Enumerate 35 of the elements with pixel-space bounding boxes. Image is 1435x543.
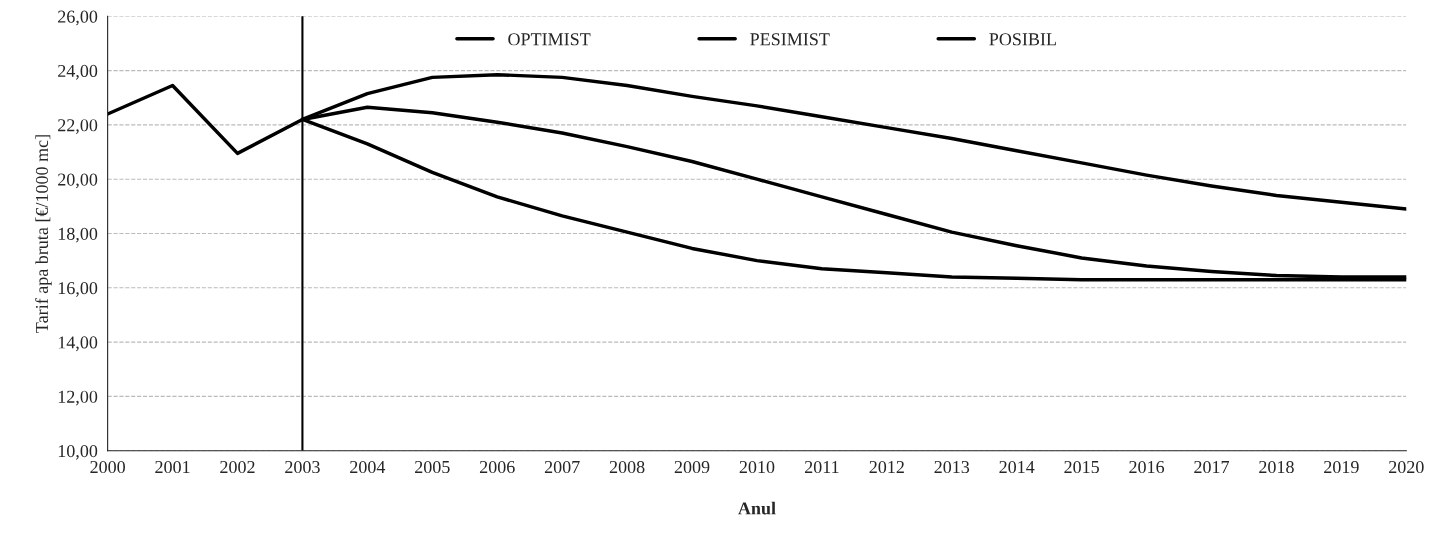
x-tick-label: 2019 (1324, 460, 1359, 474)
legend-label: POSIBIL (989, 33, 1056, 46)
y-tick-label: 18,00 (58, 227, 98, 243)
y-tick-label: 22,00 (58, 119, 98, 134)
y-tick-label: 14,00 (58, 336, 98, 352)
x-tick-label: 2016 (1129, 460, 1165, 474)
x-tick-label: 2003 (285, 460, 320, 474)
x-tick-label: 2015 (1064, 460, 1099, 474)
x-tick-label: 2008 (609, 460, 645, 474)
x-tick-label: 2002 (220, 460, 255, 474)
x-tick-label: 2010 (739, 460, 775, 474)
legend-label: PESIMIST (750, 33, 830, 46)
x-tick-label: 2017 (1194, 460, 1230, 474)
y-tick-label: 24,00 (58, 64, 98, 80)
y-axis-title: Tarif apa bruta [€/1000 mc] (35, 135, 52, 333)
x-tick-label: 2000 (90, 460, 125, 474)
x-tick-label: 2005 (415, 460, 450, 474)
x-axis-title: Anul (738, 501, 776, 515)
y-tick-label: 20,00 (58, 173, 98, 189)
x-tick-label: 2012 (869, 460, 904, 474)
x-tick-label: 2004 (350, 460, 386, 474)
x-tick-label: 2011 (804, 460, 839, 474)
x-tick-label: 2007 (544, 460, 580, 474)
x-tick-label: 2018 (1259, 460, 1294, 474)
legend-label: OPTIMIST (508, 33, 591, 46)
y-tick-label: 16,00 (58, 282, 98, 297)
x-tick-label: 2013 (934, 460, 970, 474)
y-tick-label: 12,00 (58, 390, 98, 406)
y-tick-label: 26,00 (58, 10, 98, 26)
x-tick-label: 2014 (999, 460, 1035, 474)
x-tick-label: 2020 (1389, 460, 1424, 474)
x-tick-label: 2001 (155, 460, 190, 474)
x-tick-label: 2009 (674, 460, 710, 474)
x-tick-label: 2006 (479, 460, 515, 474)
y-tick-label: 10,00 (58, 444, 98, 460)
